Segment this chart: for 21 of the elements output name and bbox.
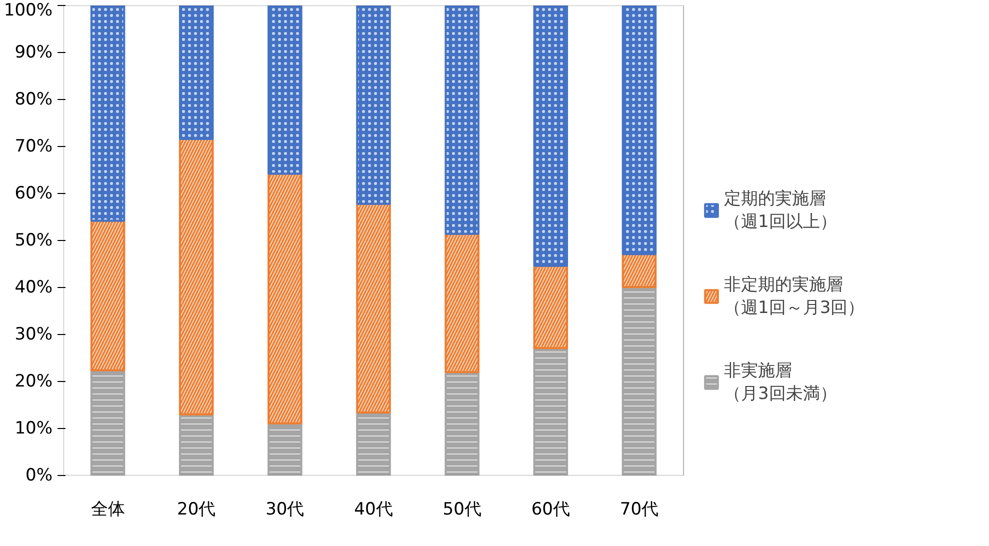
y-tick-label: 90% [14, 42, 53, 62]
y-tick-label: 80% [14, 90, 53, 110]
y-tick-label: 100% [4, 0, 53, 20]
y-tick-label: 60% [14, 184, 53, 204]
x-tick-label: 50代 [442, 500, 482, 520]
y-tick-label: 0% [26, 466, 53, 486]
x-tick-label: 40代 [354, 500, 393, 520]
x-tick-label: 30代 [266, 500, 304, 520]
legend-label: 非実施層（月3回未満） [724, 360, 837, 405]
y-tick-label: 40% [14, 278, 53, 298]
legend-label: 非定期的実施層（週1回～月3回） [724, 274, 865, 319]
x-tick-label: 70代 [620, 500, 659, 520]
y-tick-label: 50% [14, 230, 53, 250]
y-tick-label: 10% [14, 418, 53, 438]
x-tick-label: 全体 [90, 500, 125, 520]
x-tick-label: 20代 [177, 500, 216, 520]
y-tick-label: 70% [14, 136, 53, 156]
legend-label: 定期的実施層（週1回以上） [724, 188, 837, 233]
y-tick-label: 30% [14, 324, 53, 344]
x-tick-label: 60代 [531, 500, 570, 520]
y-tick-label: 20% [14, 372, 53, 392]
